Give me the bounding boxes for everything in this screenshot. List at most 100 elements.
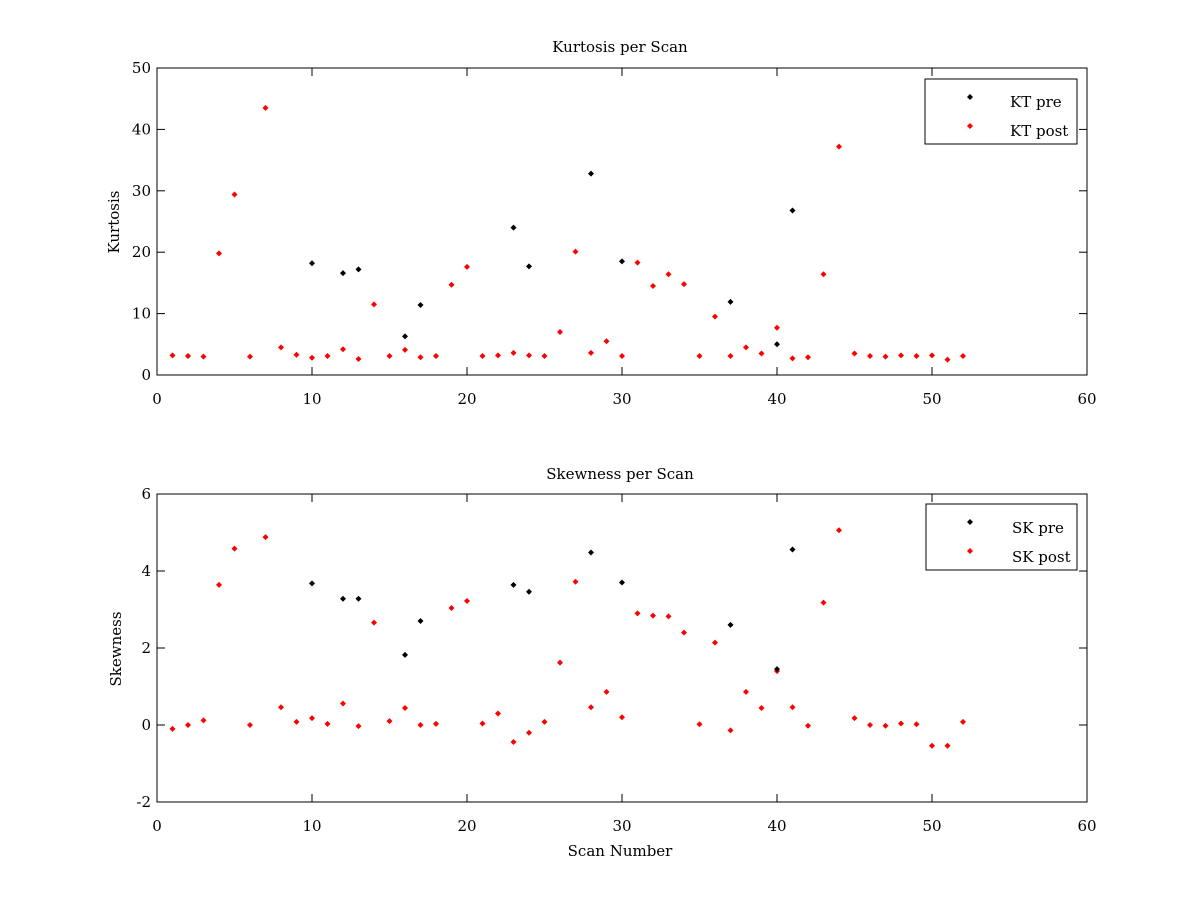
legend-marker-sk-pre (967, 519, 973, 525)
sk-post-point (355, 723, 362, 730)
kt-post-point (929, 352, 935, 359)
sk-post-point (309, 715, 315, 722)
sk-post-point (867, 722, 873, 728)
skewness-x-tick-label: 30 (612, 817, 631, 835)
kt-pre-point (309, 260, 315, 267)
kt-post-point (603, 338, 610, 345)
skewness-plot-title: Skewness per Scan (546, 465, 694, 483)
kt-post-point (727, 352, 734, 359)
kurtosis-y-tick-label: 40 (132, 120, 151, 138)
kt-pre-point (588, 170, 594, 177)
sk-pre-point (619, 579, 625, 586)
sk-post-point (185, 722, 191, 728)
sk-post-point (882, 722, 889, 729)
sk-post-point (169, 725, 176, 732)
sk-post-point (572, 578, 579, 585)
sk-post-point (216, 581, 222, 588)
kt-pre-point (402, 333, 408, 340)
kt-post-point (650, 282, 656, 289)
kt-post-point (619, 352, 625, 359)
sk-post-point (588, 704, 594, 711)
kt-post-point (944, 356, 951, 363)
sk-post-point (789, 704, 796, 711)
sk-post-point (960, 718, 966, 725)
kurtosis-y-tick-label: 30 (132, 182, 151, 200)
sk-post-point (231, 545, 238, 552)
kt-post-point (851, 350, 858, 357)
skewness-y-axis-label: Skewness (107, 611, 125, 686)
sk-post-point (262, 534, 269, 541)
kt-post-point (913, 352, 920, 359)
kt-pre-point (417, 302, 424, 309)
kt-post-point (247, 353, 253, 360)
sk-post-point (247, 722, 253, 728)
kurtosis-x-tick-label: 50 (922, 390, 941, 408)
skewness-x-tick-label: 10 (302, 817, 321, 835)
kt-post-point (340, 346, 346, 353)
kt-post-point (495, 352, 501, 359)
skewness-x-tick-label: 0 (152, 817, 162, 835)
kt-post-point (820, 271, 827, 278)
sk-post-point (929, 742, 935, 749)
sk-post-point (557, 659, 563, 666)
sk-post-point (898, 720, 904, 727)
kt-post-point (526, 352, 532, 359)
kt-post-point (464, 263, 470, 270)
kt-post-point (324, 352, 331, 359)
sk-post-point (836, 527, 842, 534)
kt-post-point (758, 350, 765, 357)
kurtosis-x-tick-label: 60 (1077, 390, 1096, 408)
skewness-x-tick-label: 40 (767, 817, 786, 835)
kt-post-point (836, 143, 842, 150)
kurtosis-x-tick-label: 40 (767, 390, 786, 408)
sk-pre-point (588, 549, 594, 556)
sk-post-point (913, 721, 920, 728)
skewness-legend: SK pre SK post (925, 503, 1078, 571)
sk-post-point (402, 705, 408, 712)
sk-post-point (758, 705, 765, 712)
sk-post-point (479, 720, 486, 727)
sk-post-point (696, 721, 703, 728)
kt-post-point (882, 353, 889, 360)
skewness-y-tick-label: 6 (141, 485, 151, 503)
sk-post-point (650, 612, 656, 619)
skewness-y-tick-label: 2 (141, 639, 151, 657)
kt-post-point (634, 259, 641, 266)
legend-marker-kt-post (967, 123, 973, 129)
legend-label-kt-pre: KT pre (1010, 93, 1062, 111)
skewness-axes-box (156, 493, 1088, 803)
sk-post-point (510, 738, 517, 745)
sk-post-point (386, 718, 393, 725)
legend-label-kt-post: KT post (1010, 122, 1068, 140)
kt-post-point (510, 349, 517, 356)
sk-post-point (464, 598, 470, 605)
kt-post-point (169, 352, 176, 359)
kt-post-point (712, 313, 718, 320)
legend-marker-kt-pre (967, 94, 973, 100)
kt-post-point (681, 281, 687, 288)
sk-post-point (851, 715, 858, 722)
sk-pre-point (774, 666, 780, 673)
kurtosis-x-tick-label: 20 (457, 390, 476, 408)
sk-pre-point (402, 651, 408, 658)
sk-pre-point (355, 595, 362, 602)
sk-post-point (603, 688, 610, 695)
sk-post-point (665, 613, 672, 620)
kurtosis-plot-title: Kurtosis per Scan (552, 38, 688, 56)
sk-pre-point (340, 595, 346, 602)
sk-post-point (433, 720, 439, 727)
kt-post-point (572, 248, 579, 255)
kt-post-point (309, 354, 315, 361)
sk-pre-point (727, 621, 734, 628)
skewness-y-tick-label: 0 (141, 716, 151, 734)
sk-post-point (448, 604, 455, 611)
kt-pre-point (619, 258, 625, 265)
skewness-y-tick-label: 4 (141, 562, 151, 580)
kt-pre-point (355, 266, 362, 273)
kt-pre-point (727, 298, 734, 305)
kurtosis-x-tick-label: 0 (152, 390, 162, 408)
kt-post-point (541, 352, 548, 359)
sk-post-point (324, 720, 331, 727)
kurtosis-y-tick-label: 20 (132, 243, 151, 261)
skewness-x-tick-label: 60 (1077, 817, 1096, 835)
